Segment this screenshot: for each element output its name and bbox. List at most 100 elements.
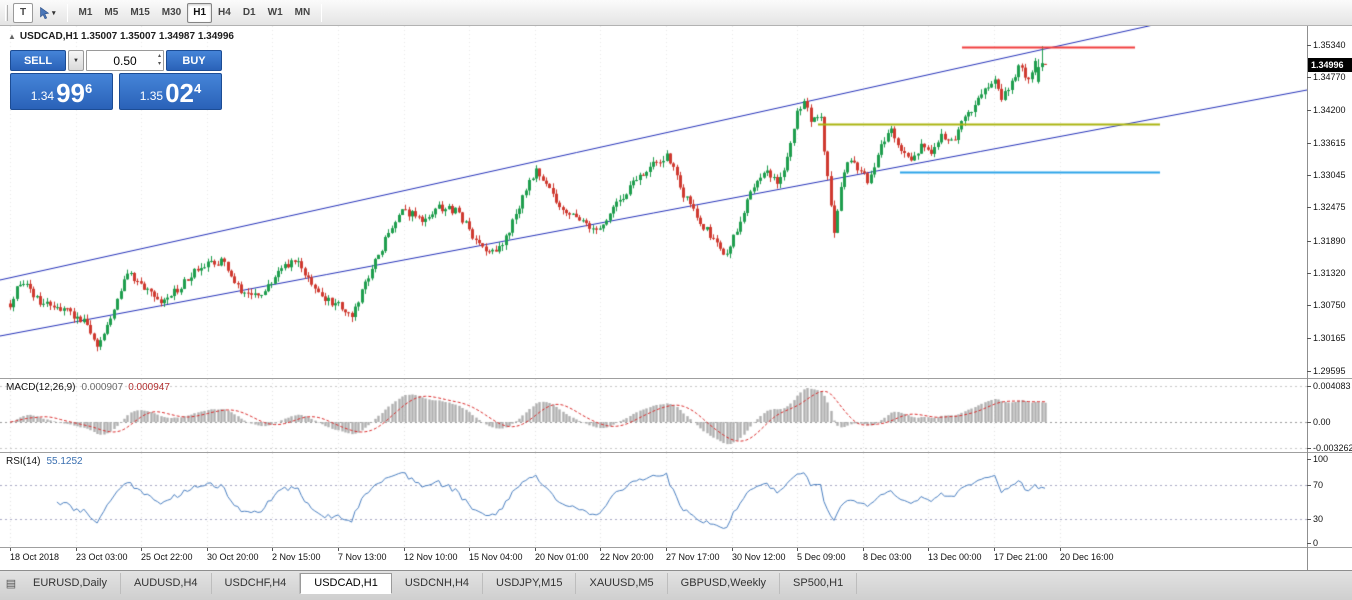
timeframe-m5[interactable]: M5 [98, 3, 124, 23]
macd-panel[interactable] [0, 379, 1307, 452]
t-tool-button[interactable]: T [13, 2, 33, 23]
axis-tick [1307, 175, 1311, 176]
time-axis-label: 12 Nov 10:00 [404, 552, 458, 562]
price-scale-label: 1.34200 [1313, 105, 1346, 115]
time-axis-label: 5 Dec 09:00 [797, 552, 846, 562]
rsi-label: RSI(14) 55.1252 [6, 456, 83, 467]
buy-button[interactable]: BUY [166, 50, 222, 71]
tab-usdchf-h4[interactable]: USDCHF,H4 [212, 573, 301, 594]
price-scale-label: 1.35340 [1313, 40, 1346, 50]
timeframe-mn[interactable]: MN [289, 3, 317, 23]
tab-list-icon[interactable]: ▤ [5, 577, 17, 590]
rsi-panel[interactable] [0, 453, 1307, 547]
timeframe-m30[interactable]: M30 [156, 3, 187, 23]
tab-audusd-h4[interactable]: AUDUSD,H4 [121, 573, 212, 594]
rsi-value: 55.1252 [46, 456, 83, 467]
chevron-down-icon: ▾ [52, 9, 56, 17]
axis-tick [1307, 422, 1311, 423]
timeframe-h4[interactable]: H4 [212, 3, 237, 23]
spinner-up-icon[interactable]: ▴ [157, 53, 161, 59]
volume-value: 0.50 [113, 53, 137, 68]
volume-spinner[interactable]: ▴ ▾ [158, 52, 161, 68]
cursor-tool-button[interactable]: ▾ [33, 3, 62, 23]
time-axis-label: 27 Nov 17:00 [666, 552, 720, 562]
panel-separator[interactable] [0, 378, 1352, 379]
price-scale-label: 1.31320 [1313, 268, 1346, 278]
price-scale-label: 1.30750 [1313, 300, 1346, 310]
time-axis-label: 15 Nov 04:00 [469, 552, 523, 562]
rsi-scale-label: 30 [1313, 514, 1324, 524]
price-scale-label: 1.29595 [1313, 366, 1346, 376]
macd-name: MACD(12,26,9) [6, 382, 76, 393]
price-scale-label: 1.33615 [1313, 138, 1346, 148]
time-axis-label: 30 Nov 12:00 [732, 552, 786, 562]
axis-tick [600, 548, 601, 551]
time-axis-label: 20 Dec 16:00 [1060, 552, 1114, 562]
tab-sp500-h1[interactable]: SP500,H1 [780, 573, 858, 594]
chart-title-text: USDCAD,H1 1.35007 1.35007 1.34987 1.3499… [19, 31, 234, 42]
one-click-trading-widget: SELL ▼ 0.50 ▴ ▾ BUY 1.34 99 6 1.35 02 4 [10, 50, 222, 110]
chart-tab-bar: ▤ EURUSD,Daily AUDUSD,H4 USDCHF,H4 USDCA… [0, 570, 1352, 600]
axis-tick [404, 548, 405, 551]
axis-tick [1307, 448, 1311, 449]
timeframe-toolbar: T ▾ M1 M5 M15 M30 H1 H4 D1 W1 MN [0, 0, 1352, 26]
panel-separator[interactable] [0, 547, 1352, 548]
volume-dropdown-button[interactable]: ▼ [68, 50, 84, 71]
axis-tick [1307, 543, 1311, 544]
axis-tick [1060, 548, 1061, 551]
sell-price-display[interactable]: 1.34 99 6 [10, 73, 113, 110]
rsi-name: RSI(14) [6, 456, 41, 467]
timeframe-w1[interactable]: W1 [262, 3, 289, 23]
tab-eurusd-daily[interactable]: EURUSD,Daily [20, 573, 121, 594]
price-scale-label: 1.30165 [1313, 333, 1346, 343]
macd-label: MACD(12,26,9) 0.000907 0.000947 [6, 382, 170, 393]
time-axis-label: 25 Oct 22:00 [141, 552, 193, 562]
time-axis[interactable] [0, 548, 1307, 570]
buy-price-display[interactable]: 1.35 02 4 [119, 73, 222, 110]
macd-value-signal: 0.000947 [128, 382, 170, 393]
timeframe-m1[interactable]: M1 [73, 3, 99, 23]
axis-tick [994, 548, 995, 551]
current-price-tag: 1.34996 [1308, 58, 1352, 72]
toolbar-separator [66, 3, 68, 22]
price-scale-label: 1.31890 [1313, 236, 1346, 246]
macd-scale-label: -0.003262 [1313, 443, 1352, 453]
axis-tick [10, 548, 11, 551]
timeframe-m15[interactable]: M15 [124, 3, 155, 23]
axis-tick [797, 548, 798, 551]
axis-tick [272, 548, 273, 551]
chevron-down-icon: ▼ [73, 57, 79, 64]
time-axis-label: 13 Dec 00:00 [928, 552, 982, 562]
tab-usdcnh-h4[interactable]: USDCNH,H4 [392, 573, 484, 594]
macd-scale-label: 0.00 [1313, 417, 1331, 427]
time-axis-label: 20 Nov 01:00 [535, 552, 589, 562]
rsi-scale-label: 100 [1313, 454, 1329, 464]
time-axis-label: 7 Nov 13:00 [338, 552, 387, 562]
macd-scale-label: 0.004083 [1313, 381, 1351, 391]
axis-tick [1307, 305, 1311, 306]
tab-gbpusd-weekly[interactable]: GBPUSD,Weekly [668, 573, 781, 594]
time-axis-label: 18 Oct 2018 [10, 552, 60, 562]
sell-button[interactable]: SELL [10, 50, 66, 71]
rsi-scale-label: 70 [1313, 480, 1324, 490]
time-axis-label: 2 Nov 15:00 [272, 552, 321, 562]
axis-tick [338, 548, 339, 551]
tab-xauusd-m5[interactable]: XAUUSD,M5 [576, 573, 668, 594]
spinner-down-icon[interactable]: ▾ [157, 61, 161, 67]
volume-input[interactable]: 0.50 ▴ ▾ [86, 50, 164, 71]
axis-tick [1307, 485, 1311, 486]
price-scale-label: 1.32475 [1313, 202, 1346, 212]
collapse-arrow-icon[interactable]: ▲ [8, 32, 16, 41]
time-axis-label: 17 Dec 21:00 [994, 552, 1048, 562]
tab-usdcad-h1[interactable]: USDCAD,H1 [300, 573, 392, 594]
toolbar-separator [321, 3, 323, 22]
panel-separator[interactable] [0, 452, 1352, 453]
axis-tick [469, 548, 470, 551]
tab-usdjpy-m15[interactable]: USDJPY,M15 [483, 573, 577, 594]
timeframe-d1[interactable]: D1 [237, 3, 262, 23]
toolbar-grip[interactable] [5, 4, 8, 21]
axis-tick [928, 548, 929, 551]
axis-tick [1307, 371, 1311, 372]
timeframe-h1[interactable]: H1 [187, 2, 213, 23]
axis-tick [1307, 45, 1311, 46]
